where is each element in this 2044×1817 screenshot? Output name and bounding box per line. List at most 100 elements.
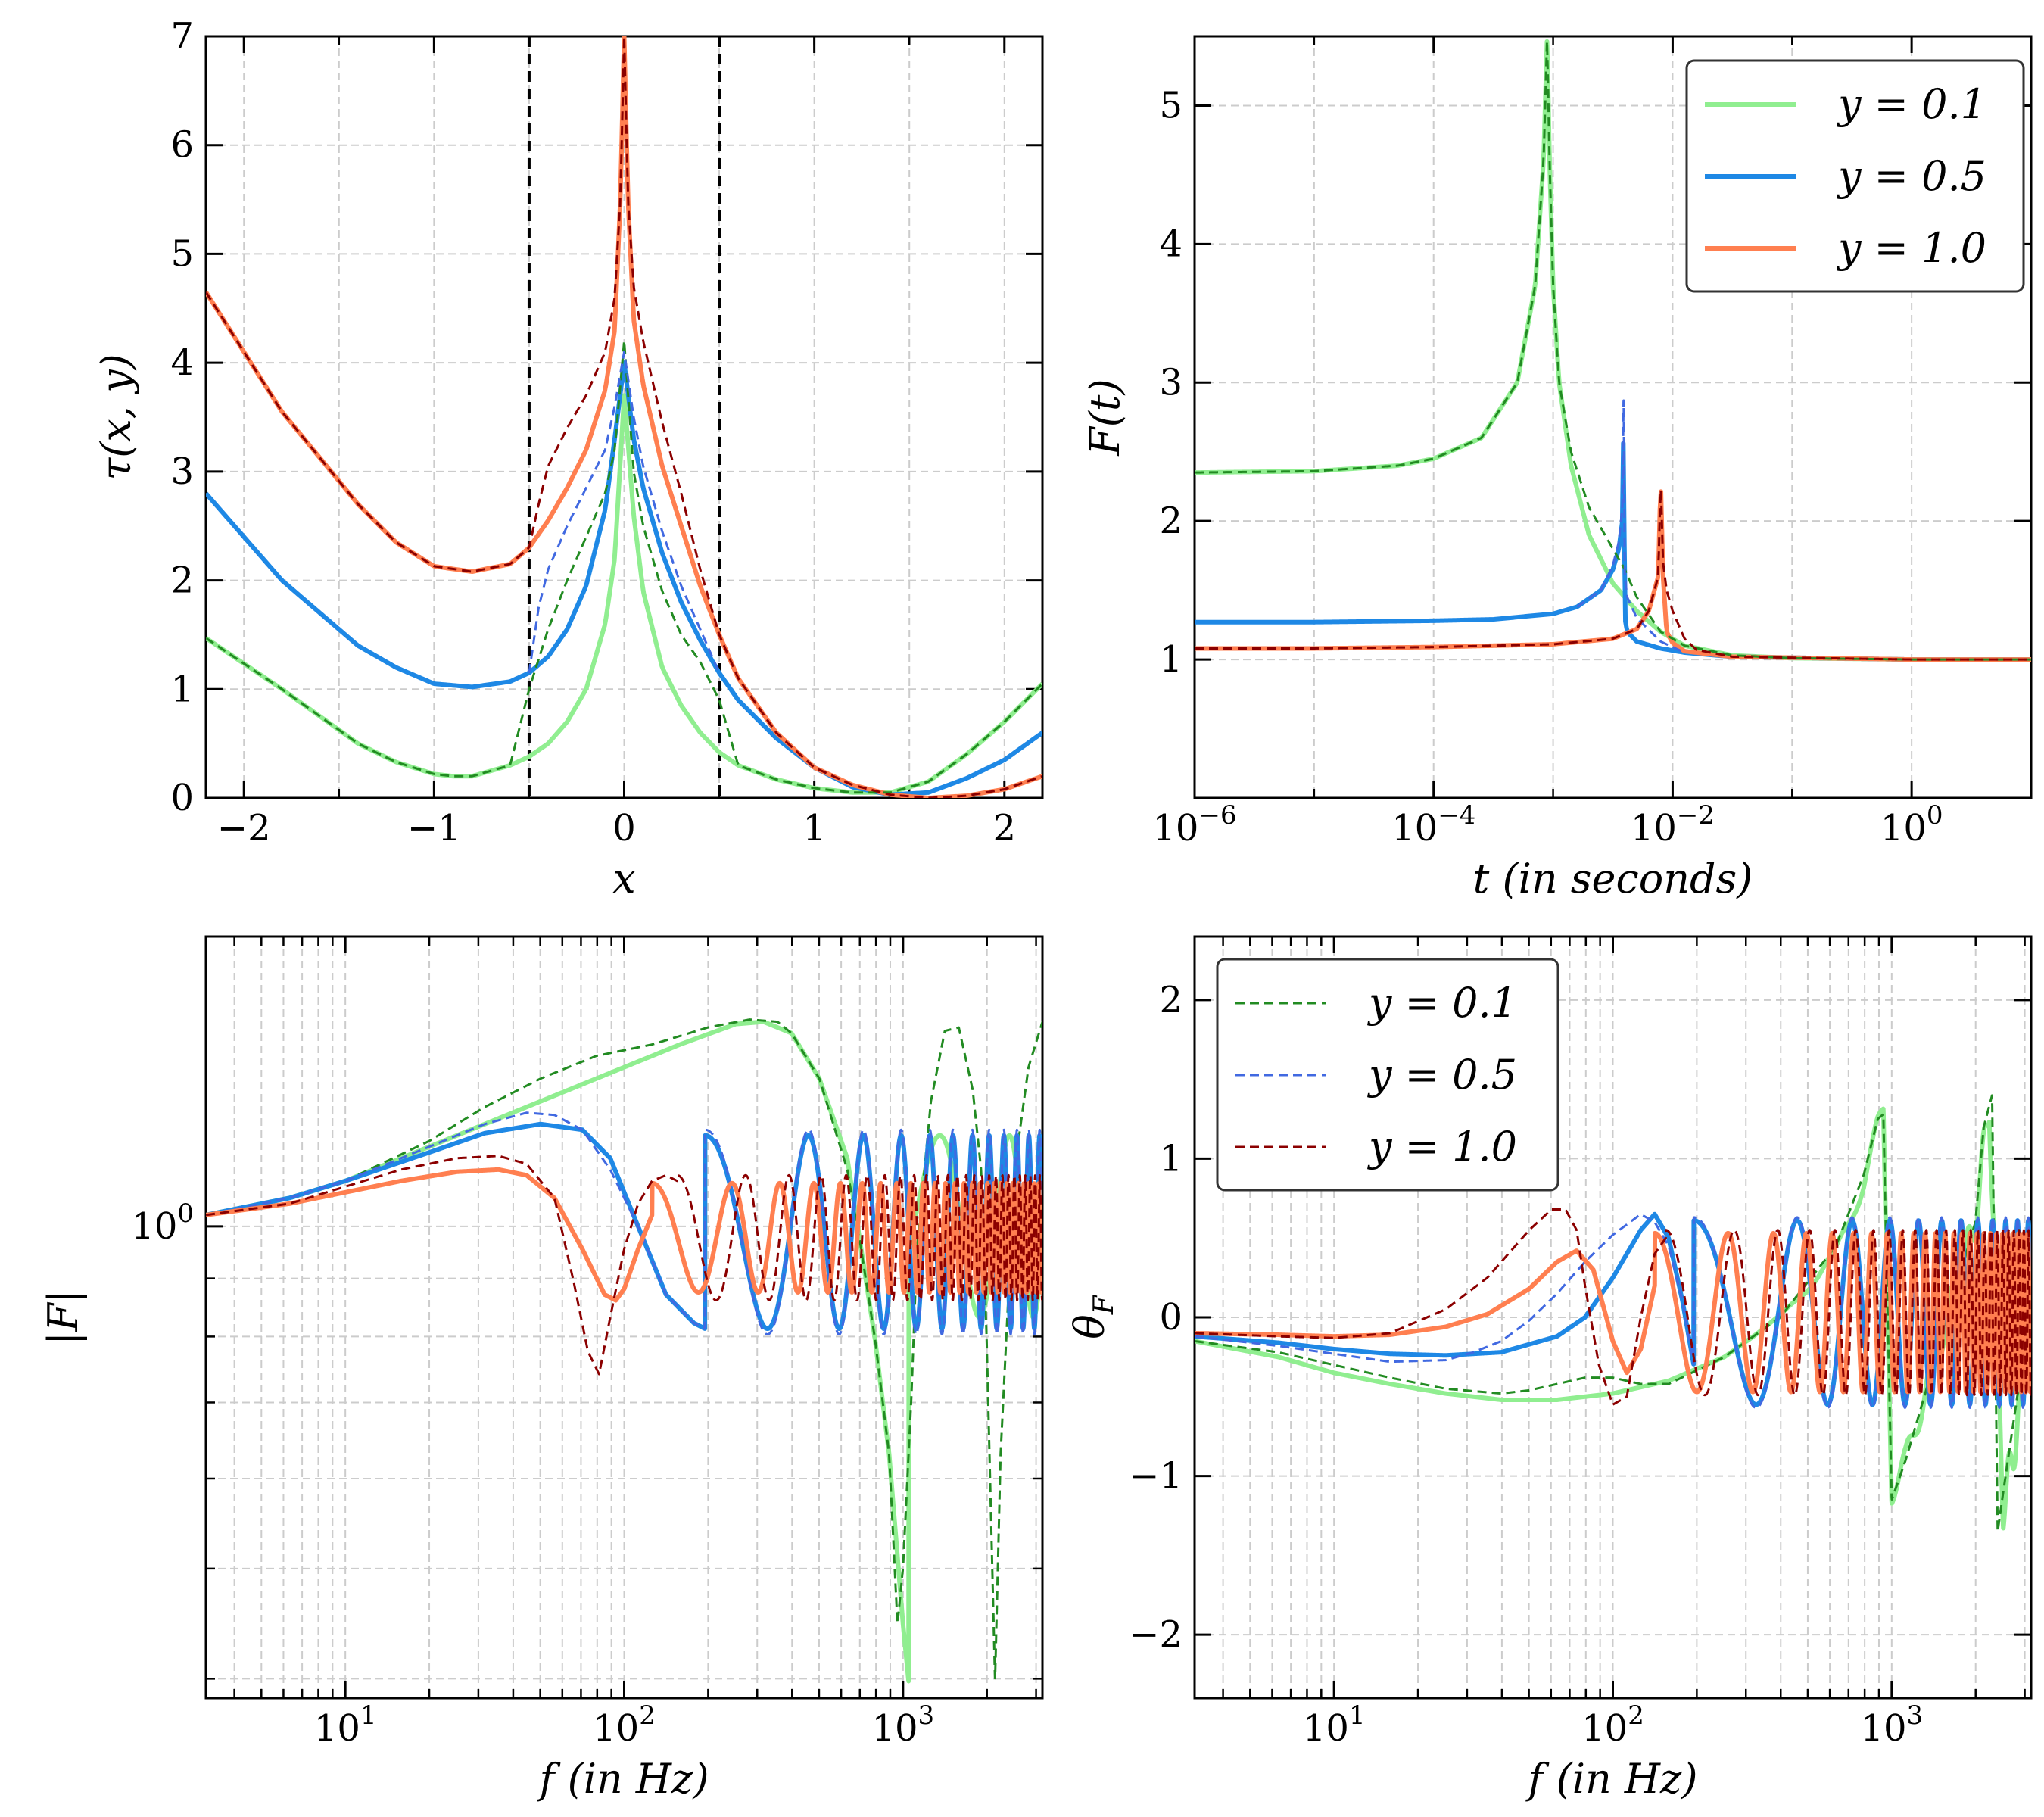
y-tick-label-text: 3 [170, 450, 194, 493]
legend: y = 0.1 y = 0.5 y = 1.0 [1685, 59, 2025, 293]
x-tick-label-text: 1 [802, 807, 826, 849]
y-tick-label-text: 1 [170, 668, 194, 710]
y-tick-label: 5 [170, 232, 194, 275]
y-axis-label-main: θ [1066, 1314, 1114, 1339]
y-tick-label: 1 [1159, 1137, 1182, 1180]
x-tick-label-text: 10 [314, 1707, 360, 1750]
series-line [1195, 1213, 2031, 1409]
series-line [1575, 399, 1686, 654]
legend-box [1216, 958, 1559, 1192]
legend-label: y = 0.5 [1367, 1051, 1517, 1099]
x-tick-exponent: 0 [1927, 800, 1943, 831]
y-tick-label-text: 1 [1159, 1137, 1182, 1180]
y-tick-label: 7 [170, 15, 194, 58]
y-tick-label: −1 [1129, 1455, 1182, 1498]
x-axis-label: f (in Hz) [1525, 1755, 1697, 1803]
legend-label: y = 0.5 [1837, 152, 1986, 200]
y-tick-label-text: 4 [170, 341, 194, 384]
x-tick-label-text: 10 [871, 1707, 918, 1750]
series-line [206, 36, 1042, 798]
y-tick-label-text: 0 [1159, 1296, 1182, 1339]
x-tick-exponent: −6 [1198, 800, 1236, 831]
y-axis-label: F(t) [1081, 379, 1129, 456]
x-tick-label-text: 2 [992, 807, 1016, 849]
y-tick-label: 4 [170, 341, 194, 384]
series-line [1195, 488, 2031, 661]
y-tick-label-text: 2 [1159, 500, 1182, 542]
x-axis-label: t (in seconds) [1473, 855, 1753, 902]
x-tick-label-text: 10 [1860, 1707, 1906, 1750]
x-tick-label: 10−2 [1631, 800, 1715, 849]
series-line [206, 339, 1042, 794]
y-tick-label: −2 [1129, 1613, 1182, 1656]
x-tick-label-text: −1 [407, 807, 461, 849]
x-tick-label-text: 10 [593, 1707, 639, 1750]
x-tick-exponent: 1 [360, 1700, 377, 1731]
axes-frame [1193, 35, 2033, 799]
y-tick-label-text: 1 [1159, 638, 1182, 681]
y-tick-label-text: 6 [170, 124, 194, 167]
series-line [1195, 1211, 2031, 1407]
x-tick-label: 2 [992, 807, 1016, 849]
y-tick-label: 5 [1159, 84, 1182, 126]
x-tick-exponent: 3 [1907, 1700, 1924, 1731]
y-tick-label-text: 5 [170, 232, 194, 275]
y-tick-label: 2 [1159, 979, 1182, 1021]
legend-label: y = 1.0 [1837, 224, 1986, 272]
y-tick-label: 6 [170, 124, 194, 167]
x-tick-label-text: −2 [217, 807, 271, 849]
legend-label: y = 0.1 [1837, 80, 1986, 128]
x-tick-exponent: 3 [918, 1700, 935, 1731]
series-line [1195, 1106, 2031, 1531]
legend-label: y = 0.1 [1367, 979, 1517, 1027]
x-tick-label: −2 [217, 807, 271, 849]
y-tick-label-text: 4 [1159, 223, 1182, 265]
ticks [1193, 36, 2033, 798]
series-line [1195, 441, 2031, 662]
series-line [1195, 1230, 2031, 1395]
y-tick-label: 1 [170, 668, 194, 710]
x-tick-label-text: 10 [1581, 1707, 1628, 1750]
x-tick-label: 101 [314, 1700, 377, 1750]
x-tick-label: 10−4 [1391, 800, 1475, 849]
x-tick-label-text: 10 [1152, 807, 1198, 849]
y-tick-exponent: 0 [177, 1198, 194, 1229]
y-tick-label: 1 [1159, 638, 1182, 681]
y-tick-label-text: 0 [170, 777, 194, 819]
x-tick-exponent: −4 [1438, 800, 1475, 831]
y-tick-label-text: 5 [1159, 84, 1182, 126]
y-axis-label: |F| [39, 1289, 87, 1345]
legend-box [1685, 59, 2025, 293]
y-tick-label-text: 10 [131, 1205, 177, 1248]
y-tick-label-text: 7 [170, 15, 194, 58]
y-axis-label-sub: F [1089, 1294, 1120, 1315]
y-tick-label: 3 [170, 450, 194, 493]
x-tick-label-text: 10 [1880, 807, 1927, 849]
y-tick-label-text: 2 [1159, 979, 1182, 1021]
series-line [206, 1018, 1042, 1680]
y-tick-label-text: 2 [170, 559, 194, 602]
y-tick-label: 2 [1159, 500, 1182, 542]
x-axis-label: x [612, 855, 635, 902]
y-tick-label: 0 [1159, 1296, 1182, 1339]
x-tick-label: 102 [593, 1700, 656, 1750]
y-tick-label: 3 [1159, 361, 1182, 404]
x-tick-label: 10−6 [1152, 800, 1236, 849]
y-tick-label-text: 3 [1159, 361, 1182, 404]
series-line [1195, 489, 2031, 662]
legend-label: y = 1.0 [1367, 1123, 1517, 1170]
x-tick-exponent: 2 [1628, 1700, 1644, 1731]
series-line [206, 1167, 1042, 1303]
series-line [528, 351, 721, 674]
y-tick-label: 4 [1159, 223, 1182, 265]
y-tick-label: 100 [131, 1198, 194, 1248]
series-line [1195, 1094, 2031, 1533]
y-tick-label: 2 [170, 559, 194, 602]
series-line [206, 1155, 1042, 1376]
y-axis-label: θF [1066, 1294, 1120, 1339]
x-tick-label: −1 [407, 807, 461, 849]
x-tick-label: 100 [1880, 800, 1943, 849]
